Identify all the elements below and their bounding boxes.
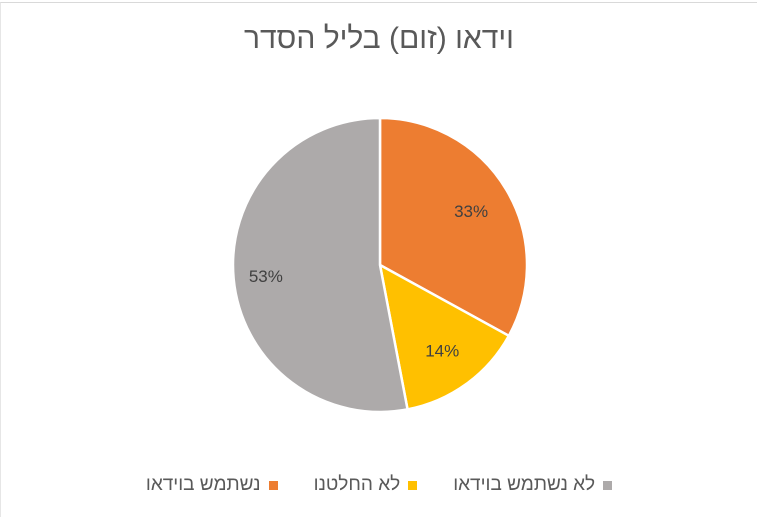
- pie-slice: [378, 263, 511, 411]
- legend-label: נשתמש בוידאו: [145, 474, 261, 495]
- pie-data-label: 33%: [454, 202, 488, 221]
- legend-swatch-yellow: [408, 480, 418, 490]
- legend-label: לא נשתמש בוידאו: [453, 474, 596, 495]
- pie-data-label: 53%: [249, 267, 283, 286]
- legend-swatch-orange: [268, 480, 278, 490]
- legend-item-undecided: לא החלטנו: [314, 474, 418, 496]
- pie-slice: [378, 116, 529, 338]
- legend-item-not-using-video: לא נשתמש בוידאו: [453, 474, 613, 496]
- chart-legend: לא נשתמש בוידאו לא החלטנו נשתמש בוידאו: [0, 474, 758, 496]
- pie-data-label: 14%: [425, 342, 459, 361]
- pie-slices: [231, 116, 529, 414]
- chart-title: וידאו (זום) בליל הסדר: [244, 22, 514, 55]
- pie-slice: [231, 116, 409, 414]
- legend-label: לא החלטנו: [313, 474, 401, 495]
- legend-swatch-gray: [603, 480, 613, 490]
- legend-item-using-video: נשתמש בוידאו: [146, 474, 278, 496]
- pie-data-labels: 33% 14% 53%: [249, 202, 488, 361]
